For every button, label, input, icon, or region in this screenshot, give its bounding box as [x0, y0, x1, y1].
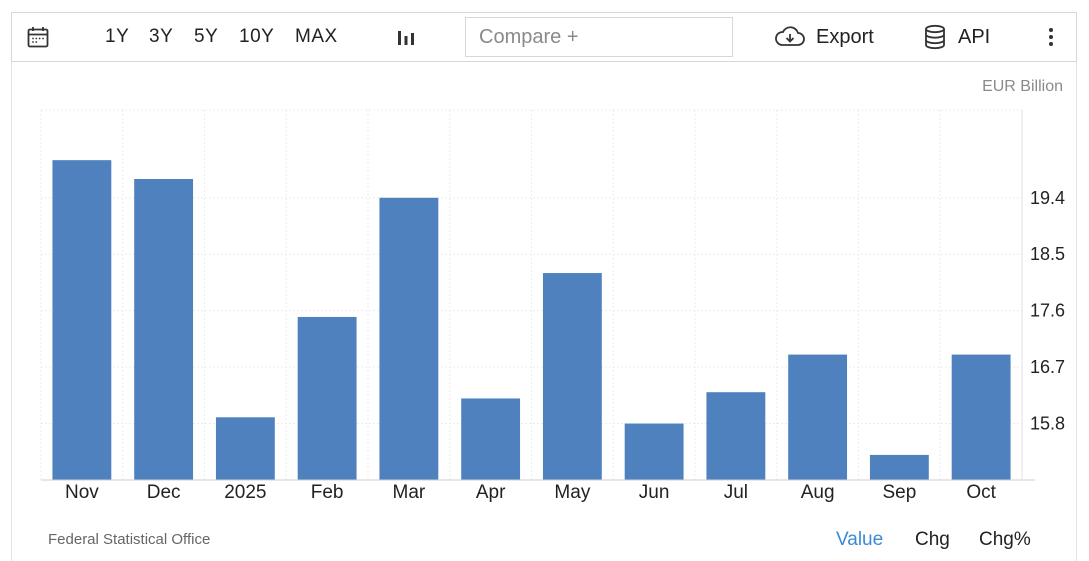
x-tick-label: Oct: [966, 482, 996, 503]
x-tick-label: 2025: [224, 482, 266, 503]
x-tick-label: Sep: [882, 482, 916, 503]
unit-label: EUR Billion: [982, 78, 1063, 95]
chart-toolbar: 1Y 3Y 5Y 10Y MAX Compare + Export: [11, 12, 1077, 62]
tab-value[interactable]: Value: [836, 529, 884, 550]
x-tick-label: May: [554, 482, 590, 503]
tab-chg-percent[interactable]: Chg%: [979, 529, 1031, 550]
x-tick-label: Mar: [393, 482, 426, 503]
database-icon: [924, 24, 946, 50]
bar-jun[interactable]: [624, 423, 684, 480]
x-tick-label: Feb: [311, 482, 344, 503]
range-1y-button[interactable]: 1Y: [105, 26, 130, 47]
range-5y-button[interactable]: 5Y: [194, 26, 219, 47]
x-tick-label: Apr: [476, 482, 506, 503]
y-tick-label: 18.5: [1030, 244, 1065, 264]
x-tick-label: Jul: [724, 482, 748, 503]
y-tick-label: 16.7: [1030, 357, 1065, 377]
api-button[interactable]: API: [924, 13, 990, 61]
x-tick-label: Nov: [65, 482, 99, 503]
x-tick-label: Jun: [639, 482, 670, 503]
bar-jul[interactable]: [706, 392, 766, 480]
bar-sep[interactable]: [869, 454, 929, 480]
bar-may[interactable]: [542, 273, 602, 480]
x-tick-label: Dec: [147, 482, 181, 503]
tab-chg[interactable]: Chg: [915, 529, 950, 550]
cloud-download-icon: [774, 25, 806, 49]
bar-aug[interactable]: [788, 354, 848, 480]
source-label[interactable]: Federal Statistical Office: [48, 531, 211, 548]
x-tick-label: Aug: [801, 482, 835, 503]
chart-type-icon[interactable]: [395, 13, 417, 61]
chart-panel: [11, 62, 1077, 561]
y-tick-label: 17.6: [1030, 301, 1065, 321]
export-button[interactable]: Export: [774, 13, 874, 61]
bar-2025[interactable]: [215, 417, 275, 480]
more-vertical-icon[interactable]: [1046, 13, 1056, 61]
y-tick-label: 19.4: [1030, 188, 1065, 208]
range-3y-button[interactable]: 3Y: [149, 26, 174, 47]
api-label: API: [958, 25, 991, 48]
calendar-icon[interactable]: [26, 13, 50, 61]
compare-input[interactable]: Compare +: [465, 17, 733, 57]
bar-mar[interactable]: [379, 197, 439, 480]
bar-feb[interactable]: [297, 316, 357, 480]
export-label: Export: [816, 25, 874, 48]
range-max-button[interactable]: MAX: [295, 26, 338, 47]
bar-dec[interactable]: [134, 178, 194, 481]
range-10y-button[interactable]: 10Y: [239, 26, 275, 47]
bar-oct[interactable]: [951, 354, 1011, 480]
bar-apr[interactable]: [461, 398, 521, 480]
bar-nov[interactable]: [52, 160, 112, 480]
y-tick-label: 15.8: [1030, 414, 1065, 434]
